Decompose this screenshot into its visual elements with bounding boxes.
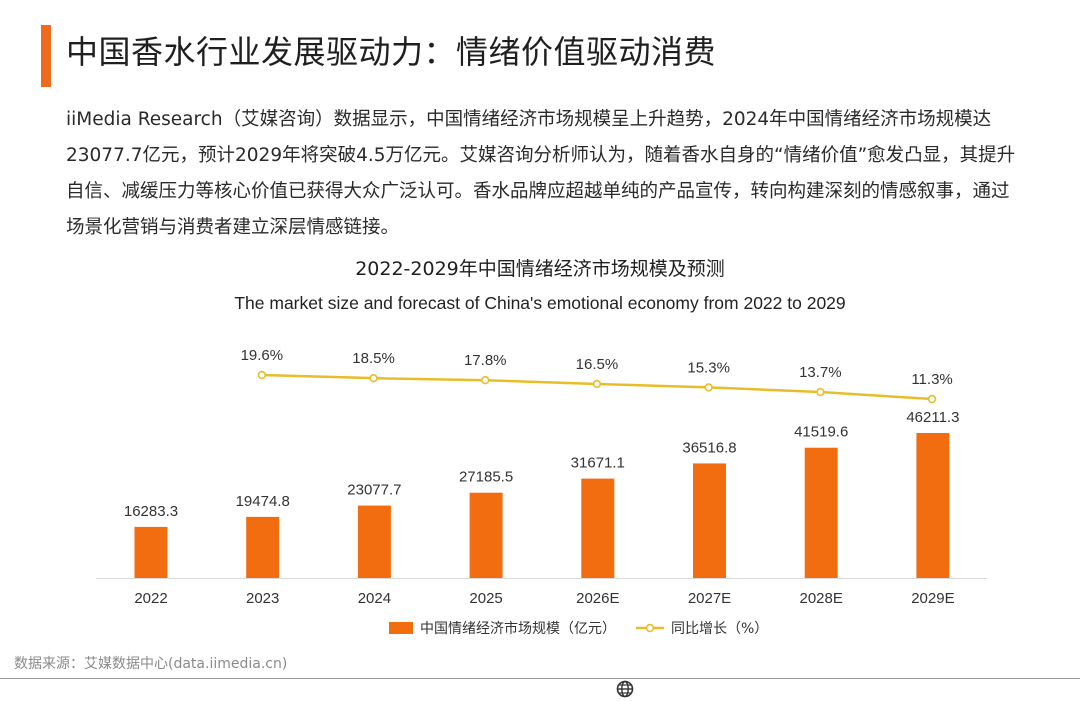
growth-point-6 — [816, 387, 825, 397]
bar-2028E — [804, 447, 838, 578]
footer-divider — [0, 678, 1080, 679]
legend-bar-label: 中国情绪经济市场规模（亿元） — [420, 620, 616, 637]
bar-value-label-2024: 23077.7 — [347, 482, 401, 499]
bar-2024 — [357, 505, 391, 578]
bar-2026E — [581, 478, 615, 578]
growth-label-2: 18.5% — [352, 350, 395, 367]
x-tick-label-2023: 2023 — [246, 590, 279, 607]
bar-2029E — [916, 433, 950, 578]
page-title: 中国香水行业发展驱动力：情绪价值驱动消费 — [66, 33, 717, 71]
growth-label-1: 19.6% — [241, 347, 284, 364]
growth-point-5 — [704, 383, 713, 392]
growth-point-7 — [927, 394, 937, 404]
growth-label-4: 16.5% — [576, 356, 619, 373]
x-tick-label-2029E: 2029E — [911, 590, 954, 607]
growth-point-2 — [369, 373, 378, 383]
title-accent-bar — [41, 25, 51, 87]
legend-line-label: 同比增长（%） — [671, 621, 768, 637]
growth-label-3: 17.8% — [464, 352, 507, 369]
bar-value-label-2027E: 36516.8 — [682, 439, 736, 456]
growth-label-6: 13.7% — [799, 364, 842, 381]
bar-value-label-2029E: 46211.3 — [906, 409, 959, 426]
x-tick-label-2028E: 2028E — [800, 590, 843, 607]
data-source: 数据来源：艾媒数据中心(data.iimedia.cn) — [14, 656, 288, 672]
legend-bar-swatch — [389, 622, 413, 634]
bar-2022 — [134, 526, 168, 578]
bar-2025 — [469, 492, 503, 578]
bar-value-label-2023: 19474.8 — [236, 493, 290, 510]
x-tick-label-2022: 2022 — [134, 590, 167, 607]
x-tick-label-2025: 2025 — [469, 590, 502, 607]
chart-title: 2022-2029年中国情绪经济市场规模及预测 — [355, 258, 725, 280]
growth-point-4 — [592, 379, 602, 389]
x-tick-label-2027E: 2027E — [688, 590, 731, 607]
bar-value-label-2026E: 31671.1 — [571, 455, 625, 472]
legend-line-marker — [645, 623, 655, 633]
bar-value-label-2028E: 41519.6 — [794, 424, 848, 441]
x-tick-label-2026E: 2026E — [576, 590, 619, 607]
intro-paragraph: iiMedia Research（艾媒咨询）数据显示，中国情绪经济市场规模呈上升… — [66, 109, 1016, 238]
bar-value-label-2025: 27185.5 — [459, 469, 513, 486]
chart-subtitle: The market size and forecast of China's … — [234, 293, 846, 313]
globe-icon[interactable] — [616, 680, 634, 698]
bar-2023 — [246, 516, 280, 578]
bar-2027E — [693, 463, 726, 578]
growth-point-3 — [481, 376, 490, 385]
growth-point-1 — [257, 370, 267, 380]
growth-label-5: 15.3% — [687, 359, 730, 376]
growth-label-7: 11.3% — [911, 371, 952, 388]
bar-value-label-2022: 16283.3 — [124, 503, 178, 520]
x-tick-label-2024: 2024 — [358, 590, 391, 607]
